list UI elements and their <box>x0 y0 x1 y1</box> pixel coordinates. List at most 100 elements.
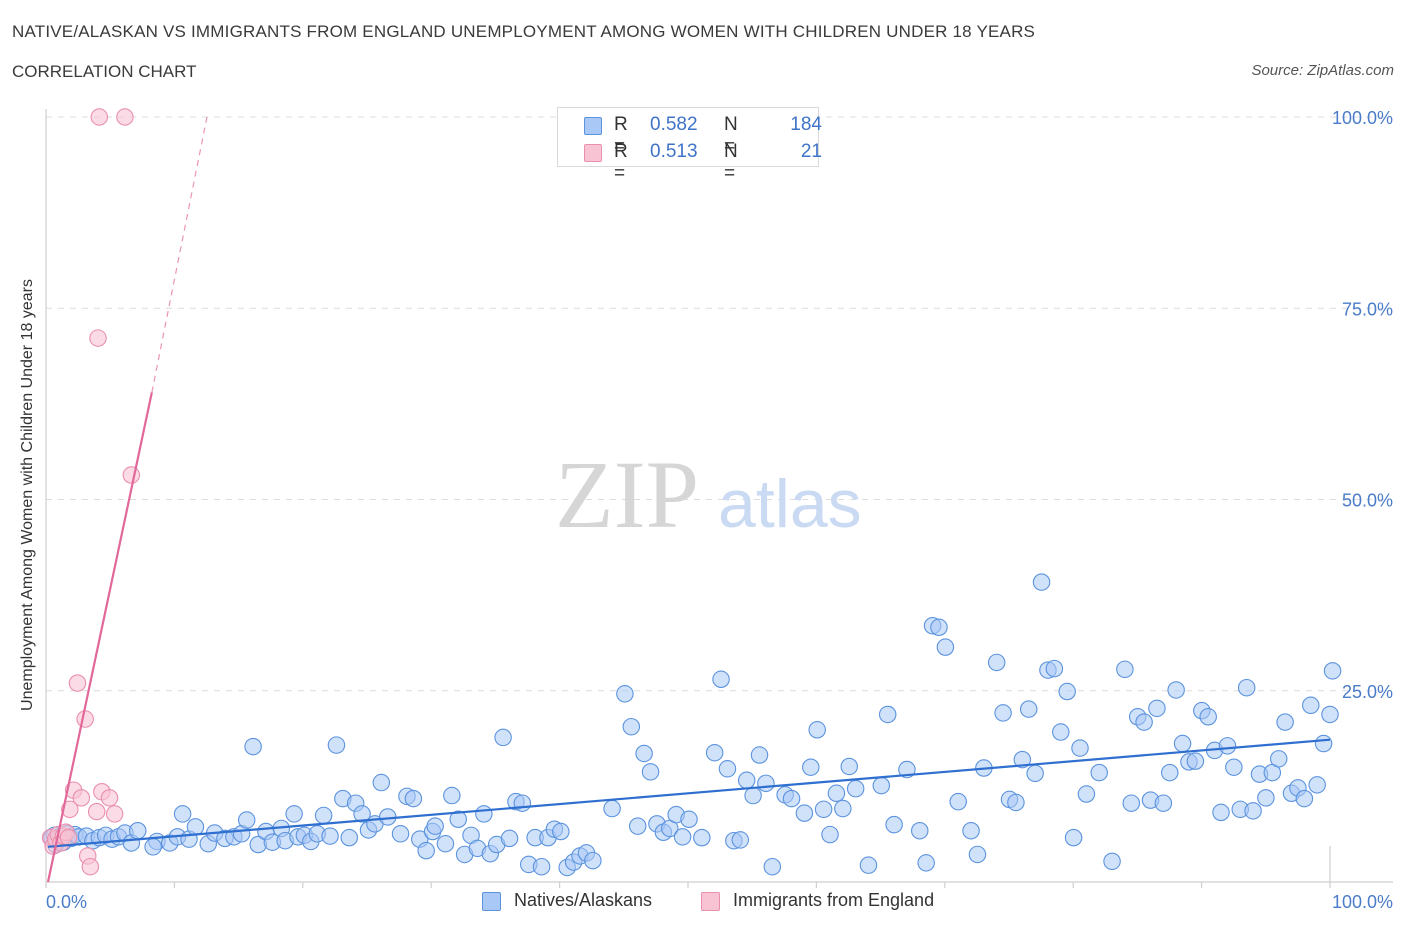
data-point-natives <box>872 776 891 795</box>
data-point-natives <box>628 817 647 835</box>
data-point-england <box>100 789 119 807</box>
data-point-natives <box>1237 678 1256 697</box>
data-point-natives <box>1257 789 1275 807</box>
y-tick-label: 100.0% <box>1332 108 1393 128</box>
data-point-natives <box>340 828 359 847</box>
r-value: 0.513 <box>650 141 698 162</box>
data-point-natives <box>1323 662 1342 680</box>
data-point-natives <box>237 811 256 829</box>
data-point-natives <box>475 805 493 823</box>
data-point-natives <box>1052 723 1070 741</box>
tick-labels: 25.0% 50.0% 75.0% 100.0% 0.0% 100.0% <box>46 108 1393 912</box>
y-tick-label: 25.0% <box>1342 682 1393 702</box>
data-point-natives <box>1244 802 1262 820</box>
data-point-england <box>105 805 124 823</box>
data-point-natives <box>449 810 467 829</box>
data-point-natives <box>750 746 769 764</box>
data-point-england <box>61 800 79 819</box>
watermark-zip: ZIP <box>555 441 699 548</box>
data-point-natives <box>1186 752 1205 770</box>
trend-line-natives <box>47 738 1331 848</box>
data-point-natives <box>1302 696 1320 715</box>
chart-subtitle: CORRELATION CHART <box>12 62 197 81</box>
data-point-natives <box>173 805 192 823</box>
data-point-natives <box>1103 852 1121 871</box>
axes <box>45 109 1393 888</box>
watermark-atlas: atlas <box>718 466 862 542</box>
data-point-natives <box>1032 573 1051 591</box>
data-point-natives <box>603 799 621 818</box>
data-point-natives <box>802 758 820 776</box>
data-point-natives <box>808 721 826 739</box>
data-point-natives <box>1321 705 1339 724</box>
data-point-natives <box>859 856 878 874</box>
data-point-natives <box>436 834 455 853</box>
data-point-natives <box>1225 758 1243 776</box>
data-point-natives <box>795 804 814 822</box>
data-point-natives <box>314 806 333 825</box>
data-point-natives <box>426 817 444 835</box>
data-point-natives <box>1090 763 1108 782</box>
data-point-natives <box>1116 660 1134 679</box>
data-point-natives <box>513 794 532 812</box>
data-point-natives <box>1045 659 1064 678</box>
data-point-natives <box>144 838 162 856</box>
legend-label-england: Immigrants from England <box>733 890 935 910</box>
data-point-natives <box>731 831 750 849</box>
data-point-natives <box>641 763 660 781</box>
data-point-natives <box>821 825 839 844</box>
data-point-natives <box>327 736 346 754</box>
data-point-natives <box>1314 734 1333 753</box>
data-point-natives <box>763 857 782 876</box>
r-value: 0.582 <box>650 114 698 135</box>
data-point-natives <box>1019 700 1038 718</box>
data-point-natives <box>878 705 897 724</box>
data-point-natives <box>1161 763 1179 782</box>
data-point-natives <box>911 821 929 840</box>
data-point-natives <box>757 774 775 793</box>
trend-lines <box>46 116 1331 883</box>
legend-label-natives: Natives/Alaskans <box>514 890 653 910</box>
data-point-natives <box>1154 794 1173 812</box>
data-point-natives <box>680 810 698 829</box>
data-point-natives <box>693 828 711 847</box>
data-point-natives <box>1122 794 1141 812</box>
data-point-england <box>76 710 94 728</box>
legend-swatch-england <box>584 144 602 162</box>
trend-line-england-extension <box>151 116 208 393</box>
data-point-england <box>89 329 107 347</box>
r-label: R = <box>614 141 628 184</box>
data-point-natives <box>987 653 1006 672</box>
series-legend: Natives/Alaskans Immigrants from England <box>0 890 1406 916</box>
data-point-natives <box>1007 793 1025 812</box>
data-point-natives <box>552 822 570 841</box>
data-point-natives <box>372 773 391 792</box>
data-point-natives <box>1173 734 1192 753</box>
n-value: 184 <box>790 114 822 135</box>
y-tick-label: 75.0% <box>1342 299 1393 319</box>
data-point-natives <box>635 744 653 763</box>
data-point-natives <box>417 841 435 860</box>
data-point-natives <box>1071 739 1089 757</box>
y-tick-label: 50.0% <box>1342 491 1393 511</box>
data-point-natives <box>814 800 833 819</box>
data-point-natives <box>1167 681 1185 699</box>
legend-swatch-natives <box>482 892 501 911</box>
data-point-natives <box>994 704 1012 722</box>
trend-line-england <box>46 392 153 883</box>
data-point-natives <box>1295 789 1314 808</box>
data-point-natives <box>616 685 634 703</box>
x-tick-label: 100.0% <box>1332 892 1393 912</box>
data-point-natives <box>705 743 724 762</box>
data-point-natives <box>1148 699 1166 718</box>
data-point-natives <box>443 786 461 805</box>
data-point-england <box>90 108 109 126</box>
data-point-england <box>72 789 91 807</box>
data-point-natives <box>827 784 846 803</box>
data-point-natives <box>1135 713 1153 731</box>
data-point-natives <box>712 670 730 689</box>
data-point-natives <box>1199 708 1217 726</box>
data-point-natives <box>1058 682 1076 701</box>
data-point-natives <box>744 786 762 805</box>
